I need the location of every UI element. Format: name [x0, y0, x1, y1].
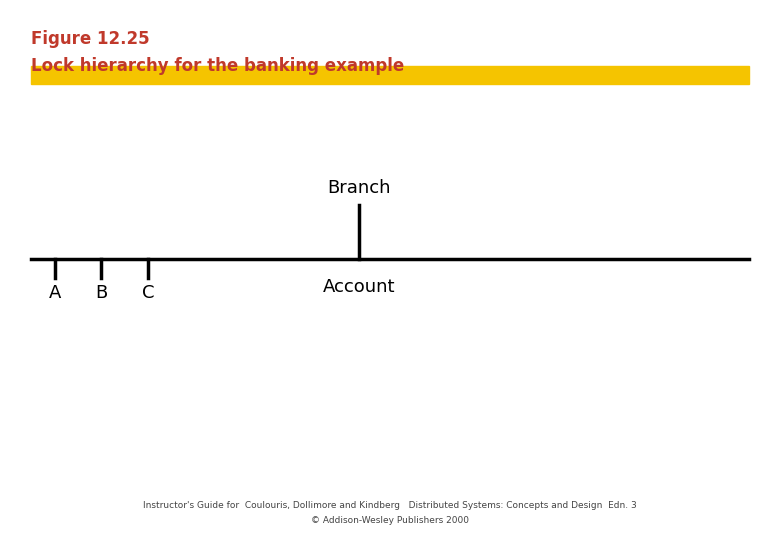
Text: Lock hierarchy for the banking example: Lock hierarchy for the banking example — [31, 57, 405, 75]
Text: Account: Account — [323, 278, 395, 296]
Bar — [31, 66, 749, 84]
Text: Instructor's Guide for  Coulouris, Dollimore and Kindberg   Distributed Systems:: Instructor's Guide for Coulouris, Dollim… — [143, 501, 637, 510]
Text: Branch: Branch — [327, 179, 391, 197]
Text: © Addison-Wesley Publishers 2000: © Addison-Wesley Publishers 2000 — [311, 516, 469, 525]
Text: Figure 12.25: Figure 12.25 — [31, 30, 150, 48]
Text: C: C — [142, 284, 154, 301]
Text: B: B — [95, 284, 108, 301]
Text: A: A — [48, 284, 61, 301]
